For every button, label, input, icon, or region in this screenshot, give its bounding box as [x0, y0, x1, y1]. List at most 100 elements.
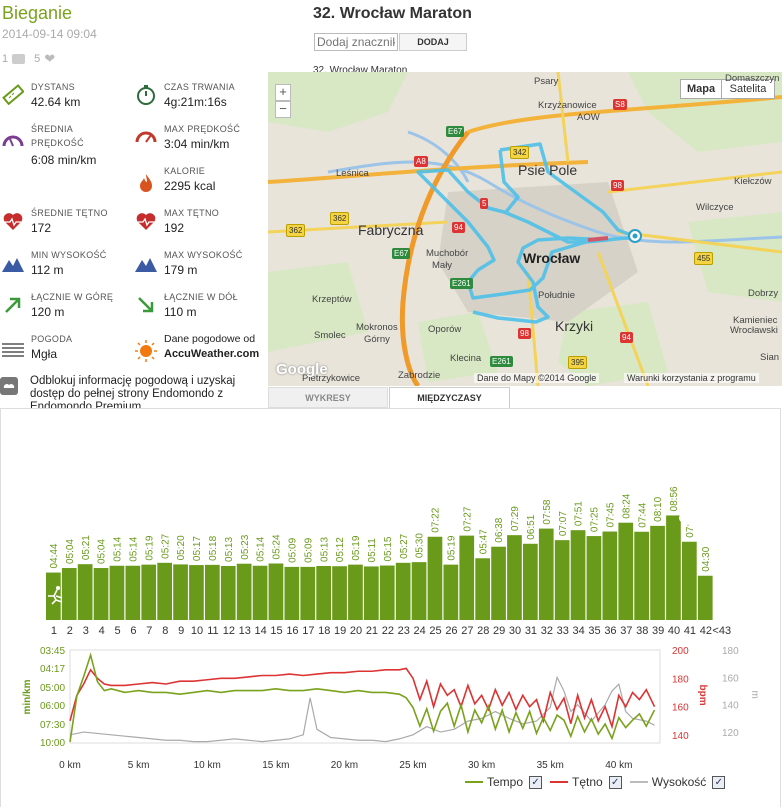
add-marker-button[interactable]: DODAJ — [399, 33, 467, 51]
legend-alt-checkbox[interactable]: ✓ — [712, 775, 726, 789]
ruler-icon — [2, 84, 24, 106]
pace-tick-label: 05:00 — [40, 683, 65, 694]
split-km-label: 39 — [652, 625, 664, 637]
marker-input[interactable] — [314, 33, 398, 51]
split-bar — [61, 568, 77, 620]
split-km-label: 10 — [191, 625, 203, 637]
map-label: Górny — [364, 334, 390, 345]
split-bar — [93, 568, 109, 620]
split-time-label: 07:45 — [605, 502, 616, 527]
split-bar — [411, 562, 427, 620]
split-time-label: 05:14 — [128, 536, 139, 561]
split-bar — [125, 565, 141, 620]
alt-axis-label: m — [749, 691, 760, 699]
fastest-runner-icon — [48, 586, 63, 605]
map-label: Zabrodzie — [398, 370, 441, 381]
accuweather-link[interactable]: AccuWeather.com — [164, 348, 260, 360]
legend-alt-swatch — [629, 781, 648, 783]
split-km-label: 4 — [99, 625, 105, 637]
comment-icon[interactable] — [12, 54, 26, 64]
stat-value: 3:04 min/km — [164, 137, 230, 151]
split-bar — [268, 563, 284, 620]
split-bar — [634, 531, 649, 620]
map-label: Wilczyce — [696, 202, 734, 213]
road-tag: 455 — [694, 252, 714, 265]
map-label: Oporów — [428, 324, 462, 335]
stat-label: MAX PRĘDKOŚĆ — [164, 124, 241, 134]
split-bar — [316, 565, 331, 620]
road-tag: 98 — [518, 328, 531, 339]
split-bar — [570, 530, 586, 620]
split-time-label: 07:22 — [431, 507, 442, 532]
split-km-label: 3 — [83, 625, 89, 637]
split-bar — [618, 522, 634, 620]
split-km-label: 7 — [146, 625, 152, 637]
x-tick-label: 25 km — [399, 760, 426, 771]
event-subtitle: 32. Wrocław Maraton — [313, 65, 408, 76]
stat-label: MAX WYSOKOŚĆ — [164, 250, 243, 260]
split-time-label: 05:27 — [160, 533, 171, 558]
map-label: Klecina — [450, 353, 482, 364]
split-km-label: 28 — [477, 625, 489, 637]
pace-tick-label: 07:30 — [40, 720, 65, 731]
pace-tick-label: 10:00 — [40, 738, 65, 749]
comment-count[interactable]: 1 — [2, 53, 9, 65]
stat-label: DYSTANS — [31, 82, 75, 92]
legend-hr[interactable]: Tętno ✓ — [550, 775, 622, 789]
sport-title: Bieganie — [2, 3, 73, 23]
x-tick-label: 0 km — [59, 760, 81, 771]
hr-tick-label: 140 — [672, 731, 689, 742]
mountain-icon — [2, 258, 24, 272]
legend-hr-checkbox[interactable]: ✓ — [608, 775, 622, 789]
split-bar — [379, 565, 395, 620]
road-tag: 362 — [286, 224, 306, 237]
zoom-out-button[interactable]: − — [275, 101, 291, 118]
heart-icon — [136, 213, 156, 230]
split-km-label: 29 — [493, 625, 505, 637]
hr-tick-label: 160 — [672, 703, 689, 714]
pace-tick-label: 06:00 — [40, 701, 65, 712]
map-terms-link[interactable]: Warunki korzystania z programu — [624, 373, 759, 383]
legend-pace-checkbox[interactable]: ✓ — [529, 775, 543, 789]
split-km-label: 26 — [445, 625, 457, 637]
split-bar — [586, 536, 602, 620]
tab-charts[interactable]: WYKRESY — [268, 387, 388, 408]
google-logo: Google — [276, 361, 328, 378]
stat-value: 179 m — [164, 263, 198, 277]
like-heart-icon[interactable]: ❤ — [44, 51, 56, 66]
split-bar — [252, 565, 268, 620]
split-time-label: 05:15 — [383, 536, 394, 561]
like-count[interactable]: 5 — [34, 53, 41, 65]
split-time-label: 07:51 — [574, 501, 585, 526]
split-km-label: 14 — [255, 625, 267, 637]
zoom-in-button[interactable]: + — [275, 84, 291, 101]
map-label: Wrocław — [523, 250, 581, 266]
legend-alt-label: Wysokość — [651, 775, 707, 789]
split-time-label: 05:21 — [81, 535, 92, 560]
map-label: Smolec — [314, 330, 346, 341]
split-km-label: 37 — [620, 625, 632, 637]
pace-line — [69, 652, 656, 743]
split-bar — [682, 541, 697, 620]
split-km-label: 40 — [668, 625, 680, 637]
splits-bar-chart: 04:44 05:04 05:21 05:04 05:14 05:14 05:19 05:27… — [46, 486, 731, 637]
legend-pace[interactable]: Tempo ✓ — [465, 775, 543, 789]
arrow-down-right-icon — [138, 297, 154, 313]
split-time-label: 05:13 — [319, 537, 330, 562]
stat-label: ŁĄCZNIE W GÓRĘ — [31, 292, 114, 302]
split-time-label: 08:24 — [621, 493, 632, 518]
split-bar — [538, 528, 554, 620]
legend-alt[interactable]: Wysokość ✓ — [629, 775, 726, 789]
stat-label: MIN WYSOKOŚĆ — [31, 250, 107, 260]
map-type-map-button[interactable]: Mapa — [680, 79, 722, 99]
chart-legend: Tempo ✓ Tętno ✓ Wysokość ✓ — [465, 775, 733, 789]
split-km-label: 27 — [461, 625, 473, 637]
split-bar — [236, 563, 252, 620]
stat-value: 6:08 min/km — [31, 153, 97, 167]
route-map[interactable]: + − Mapa Satelita Psary Krzyżanowice Dom… — [268, 72, 782, 386]
split-km-label: 6 — [130, 625, 136, 637]
weather-source-label: Dane pogodowe od — [164, 333, 256, 345]
tab-splits[interactable]: MIĘDZYCZASY — [389, 387, 510, 408]
map-type-satellite-button[interactable]: Satelita — [721, 79, 775, 99]
split-bar — [427, 536, 443, 620]
